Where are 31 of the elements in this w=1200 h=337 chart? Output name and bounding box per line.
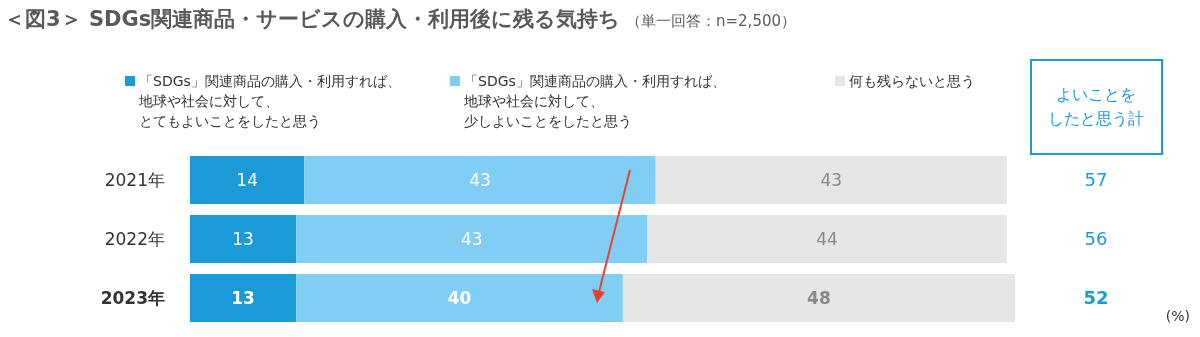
bar — [190, 215, 297, 263]
bar — [647, 215, 1007, 263]
data-label: 44 — [816, 229, 838, 249]
data-label: 43 — [820, 170, 843, 190]
data-label: 43 — [460, 229, 483, 249]
legend-label: 「SDGs」関連商品の購入・利用すれば、地球や社会に対して、とてもよいことをしたと思う — [138, 73, 401, 129]
bar — [296, 215, 648, 263]
y-tick-label: 2021年 — [104, 170, 165, 190]
bar — [296, 274, 623, 322]
legend-label: 何も残らないと思う — [849, 73, 975, 89]
text: 56 — [1084, 228, 1108, 249]
bar — [190, 274, 297, 322]
text: 52 — [1083, 287, 1109, 308]
data-label: 14 — [236, 170, 258, 190]
chart-subtitle: （単一回答：n=2,500） — [626, 12, 797, 30]
text: よいことをしたと思う計 — [1048, 85, 1144, 128]
data-label: 13 — [232, 229, 254, 249]
chart-title: ＜図3＞ SDGs関連商品・サービスの購入・利用後に残る気持ち — [4, 7, 621, 31]
y-tick-label: 2023年 — [100, 288, 165, 308]
legend-label: 「SDGs」関連商品の購入・利用すれば、地球や社会に対して、少しよいことをしたと思う — [463, 73, 726, 129]
bar — [304, 156, 656, 204]
bar — [655, 156, 1007, 204]
data-label: 13 — [231, 288, 255, 308]
data-label: 40 — [447, 288, 472, 308]
y-tick-label: 2022年 — [104, 229, 165, 249]
bar — [190, 156, 305, 204]
data-label: 48 — [807, 288, 831, 308]
data-label: 43 — [469, 170, 491, 190]
bar — [622, 274, 1015, 322]
text: (%) — [1165, 308, 1190, 324]
text: 57 — [1084, 169, 1108, 190]
